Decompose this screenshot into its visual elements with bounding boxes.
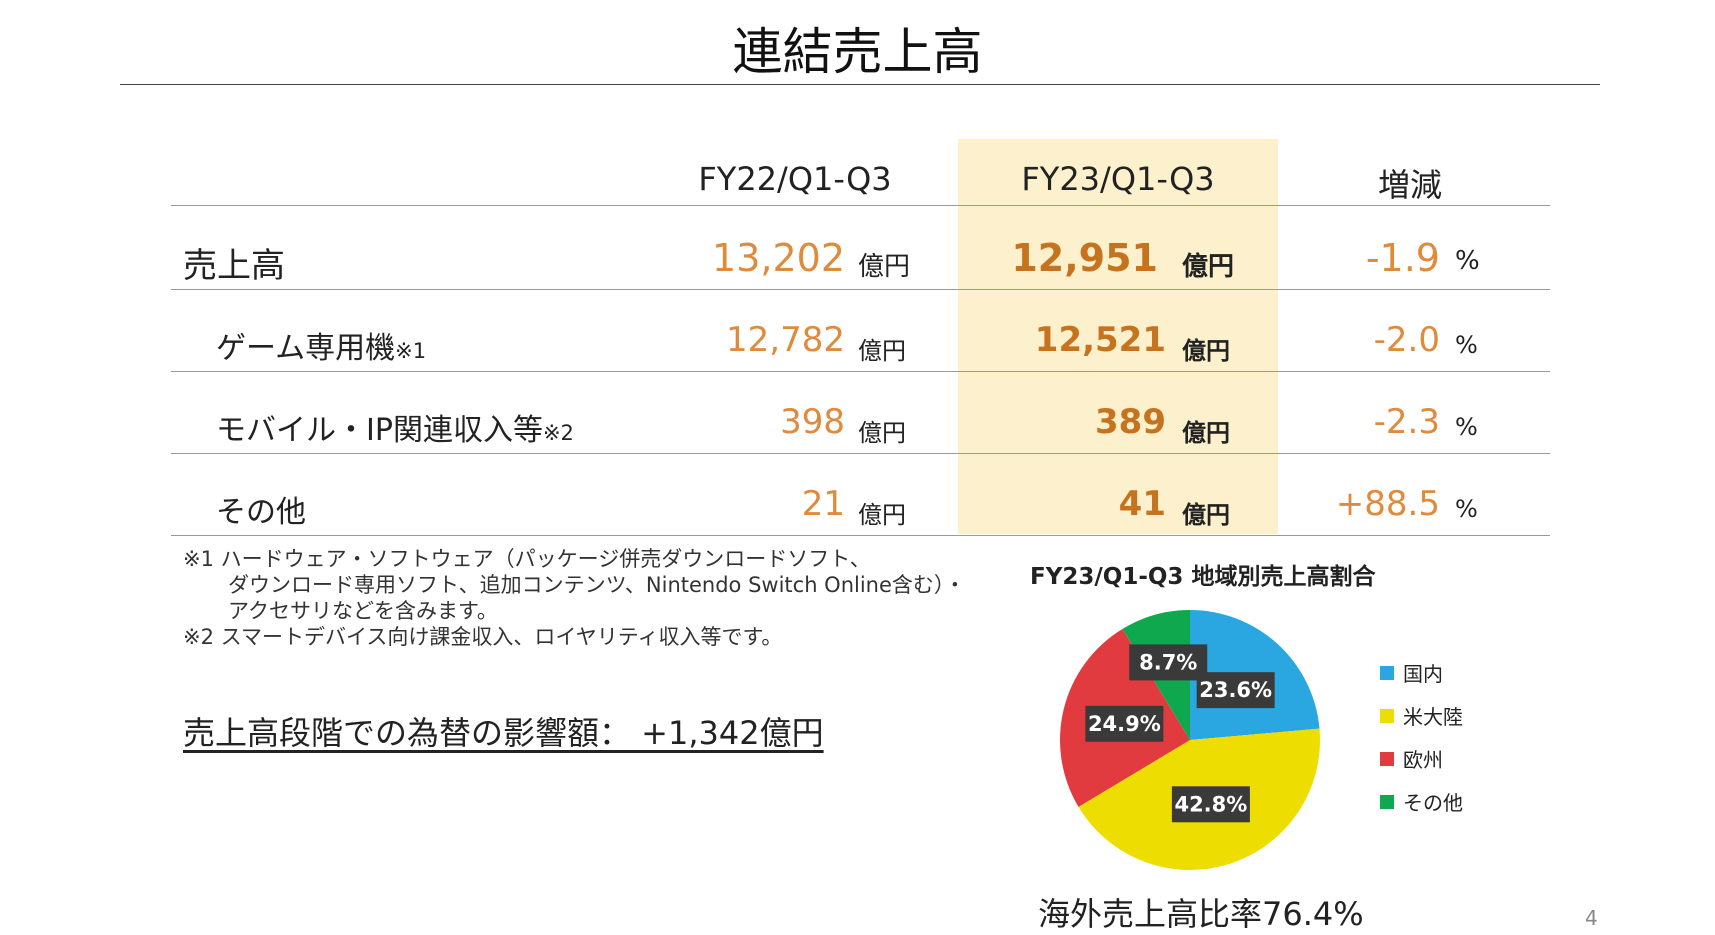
fx-impact-text: 売上高段階での為替の影響額： +1,342億円: [183, 714, 824, 752]
console-fy23-value: 12,521: [1034, 320, 1166, 360]
pie-chart-title: FY23/Q1-Q3 地域別売上高割合: [1030, 564, 1376, 590]
slice-label-domestic-box: [1196, 672, 1275, 709]
mobile-fy23-unit: 億円: [1182, 419, 1230, 447]
col-header-change: 増減: [1377, 166, 1442, 204]
slice-label-europe-box: [1085, 705, 1164, 742]
table-rule-3: [171, 453, 1550, 454]
table-rule-1: [171, 289, 1550, 290]
legend-item-other: その他: [1380, 787, 1463, 816]
mobile-fy23-value: 389: [1095, 402, 1166, 442]
title-divider: [120, 84, 1600, 85]
slice-label-domestic-text: 23.6%: [1199, 678, 1272, 702]
slice-label-europe-text: 24.9%: [1088, 712, 1161, 736]
footnote-1-line-2: ダウンロード専用ソフト、追加コンテンツ、Nintendo Switch Onli…: [228, 573, 966, 597]
legend-swatch-domestic: [1380, 665, 1394, 680]
console-fy22-unit: 億円: [858, 337, 906, 365]
other-fy22-unit: 億円: [858, 501, 906, 529]
console-change-unit: %: [1455, 331, 1478, 359]
other-fy23-unit: 億円: [1182, 501, 1230, 529]
slice-label-other: 8.7%: [1129, 644, 1208, 681]
sales-change-unit: %: [1455, 246, 1480, 276]
mobile-change-unit: %: [1455, 413, 1478, 441]
sales-fy23-value: 12,951: [1011, 236, 1158, 280]
slice-label-other-box: [1129, 644, 1208, 681]
slice-label-americas-box: [1171, 786, 1250, 823]
slice-label-americas: 42.8%: [1171, 786, 1250, 823]
footnote-2: ※2 スマートデバイス向け課金収入、ロイヤリティ収入等です。: [183, 625, 783, 649]
table-rule-bottom: [171, 535, 1550, 536]
other-change-value: +88.5: [1335, 484, 1440, 524]
page-title: 連結売上高: [732, 23, 983, 81]
slice-label-other-text: 8.7%: [1139, 650, 1197, 674]
footnote-1-line-3: アクセサリなどを含みます。: [228, 599, 498, 623]
row-label-other: その他: [216, 495, 306, 530]
other-change-unit: %: [1455, 495, 1478, 523]
row-label-sales: 売上高: [183, 246, 285, 286]
slice-label-europe: 24.9%: [1085, 705, 1164, 742]
slice-label-americas-text: 42.8%: [1174, 792, 1247, 816]
legend-swatch-americas: [1380, 708, 1394, 723]
console-fy22-value: 12,782: [726, 320, 845, 360]
fy23-highlight-column: [958, 139, 1278, 534]
legend-item-americas: 米大陸: [1380, 701, 1463, 730]
other-fy23-value: 41: [1118, 484, 1166, 524]
page-number: 4: [1585, 906, 1598, 930]
legend-swatch-other: [1380, 794, 1394, 809]
legend-swatch-europe: [1380, 751, 1394, 766]
row-label-dedicated-console: ゲーム専用機※1: [216, 331, 427, 366]
row-label-mobile-ip: モバイル・IP関連収入等※2: [216, 413, 574, 448]
col-header-fy22: FY22/Q1-Q3: [698, 160, 892, 198]
sales-fy23-unit: 億円: [1182, 252, 1235, 282]
mobile-change-value: -2.3: [1373, 402, 1440, 442]
other-fy22-value: 21: [801, 484, 845, 524]
slice-label-domestic: 23.6%: [1196, 672, 1275, 709]
sales-change-value: -1.9: [1365, 236, 1440, 280]
mobile-fy22-unit: 億円: [858, 419, 906, 447]
table-rule-header: [171, 205, 1550, 206]
console-fy23-unit: 億円: [1182, 337, 1230, 365]
table-rule-2: [171, 371, 1550, 372]
footnote-1-line-1: ※1 ハードウェア・ソフトウェア（パッケージ併売ダウンロードソフト、: [183, 547, 871, 571]
mobile-fy22-value: 398: [780, 402, 845, 442]
overseas-sales-ratio: 海外売上高比率76.4%: [1038, 895, 1364, 933]
legend-item-domestic: 国内: [1380, 658, 1443, 687]
regional-sales-pie-chart: 23.6% 42.8% 24.9% 8.7%: [1060, 610, 1320, 870]
sales-fy22-unit: 億円: [858, 252, 911, 282]
col-header-fy23: FY23/Q1-Q3: [1021, 160, 1215, 198]
sales-fy22-value: 13,202: [712, 236, 845, 280]
console-change-value: -2.0: [1373, 320, 1440, 360]
legend-item-europe: 欧州: [1380, 744, 1443, 773]
